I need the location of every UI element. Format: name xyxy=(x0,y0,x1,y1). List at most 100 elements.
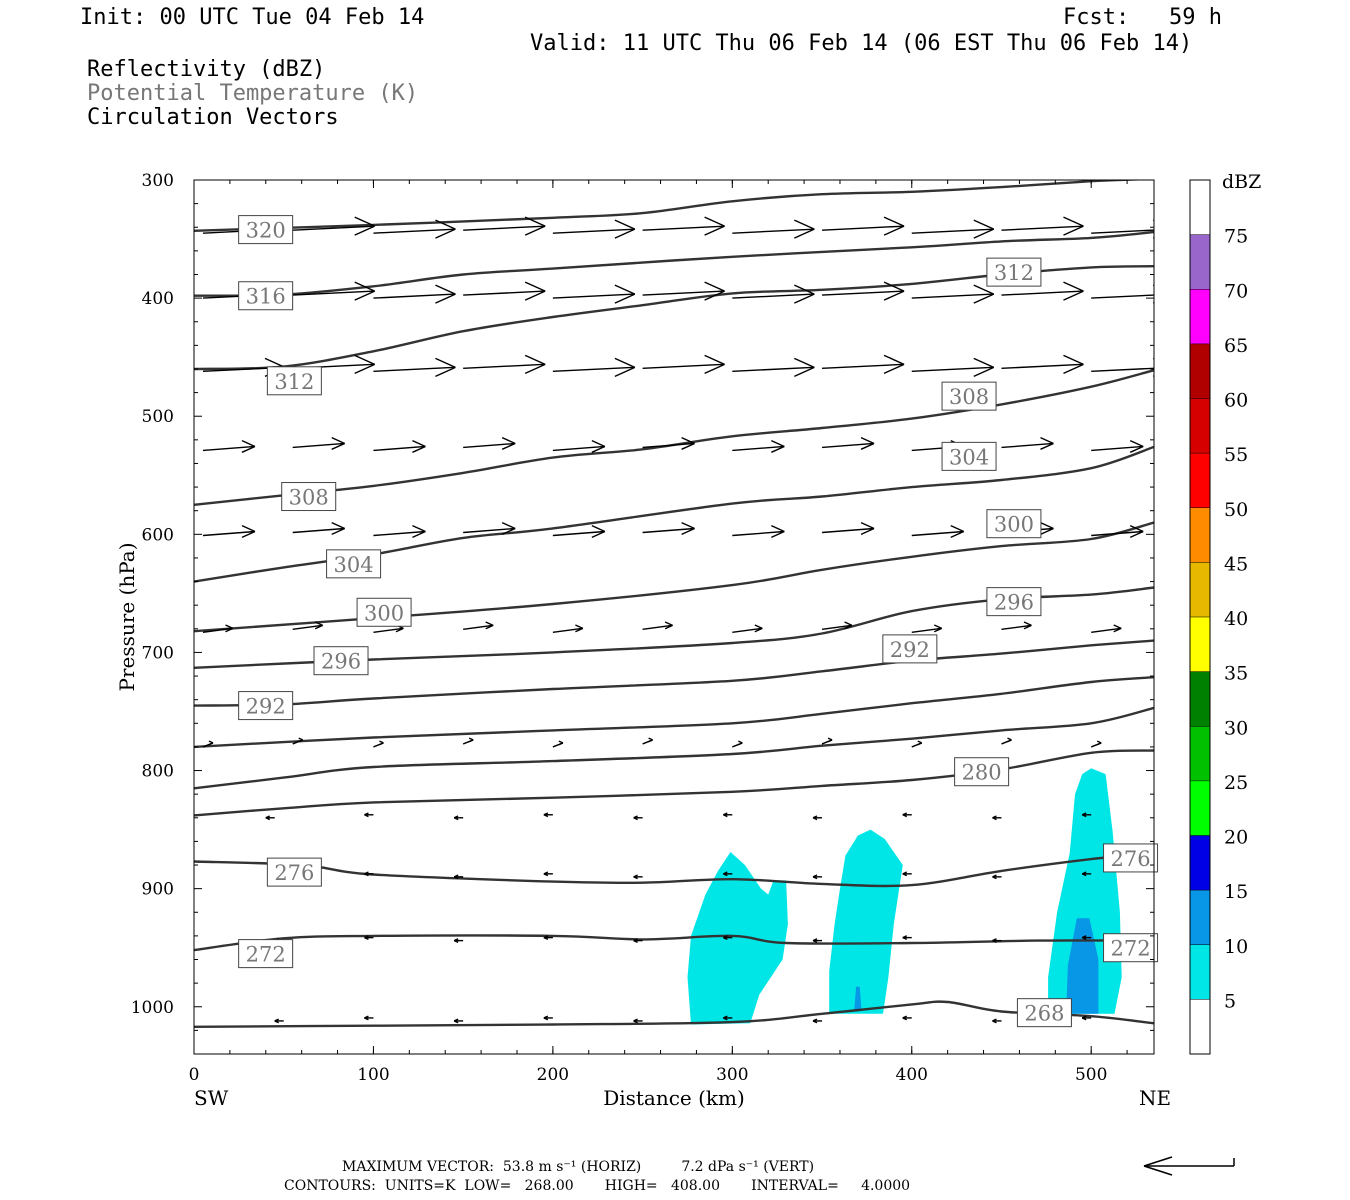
colorbar-swatch xyxy=(1190,944,1210,1000)
theta-contour-276 xyxy=(194,852,1154,888)
contour-label: 296 xyxy=(994,591,1034,615)
reference-vector-arrow xyxy=(1143,1156,1235,1176)
y-tick-label: 300 xyxy=(142,171,174,191)
wind-vector xyxy=(543,935,553,941)
wind-vector xyxy=(462,737,474,745)
wind-vector xyxy=(902,871,912,877)
x-axis-title: Distance (km) xyxy=(603,1086,745,1110)
wind-vector xyxy=(642,216,725,236)
field-reflectivity: Reflectivity (dBZ) xyxy=(87,57,326,82)
sw-end-label: SW xyxy=(194,1086,229,1110)
wind-vector xyxy=(552,284,636,304)
wind-vector xyxy=(633,938,643,944)
wind-vector xyxy=(812,938,823,944)
theta-contour-308 xyxy=(194,369,1154,506)
wind-vector xyxy=(463,522,516,535)
colorbar-label: 30 xyxy=(1224,717,1248,739)
wind-vector xyxy=(911,284,995,304)
reflectivity-region-5dbz xyxy=(687,852,788,1025)
wind-vector xyxy=(364,871,374,877)
wind-vector xyxy=(453,938,464,944)
wind-vector xyxy=(1001,621,1032,631)
contour-label-box xyxy=(313,646,369,676)
wind-vector xyxy=(642,354,725,374)
y-tick-label: 800 xyxy=(142,762,174,782)
wind-vector xyxy=(552,439,606,453)
colorbar-label: 50 xyxy=(1224,499,1248,521)
init-time: Init: 00 UTC Tue 04 Feb 14 xyxy=(80,5,425,30)
wind-vector xyxy=(642,522,695,535)
wind-vector xyxy=(292,281,375,301)
colorbar-swatch xyxy=(1190,453,1210,508)
colorbar-swatch xyxy=(1190,835,1210,891)
wind-vector xyxy=(812,815,823,821)
colorbar-label: 25 xyxy=(1224,772,1248,794)
contour-label-box xyxy=(941,441,997,471)
contour-label-box xyxy=(238,215,294,245)
wind-vector xyxy=(543,871,553,877)
colorbar-swatch xyxy=(1190,398,1210,454)
max-vector-note: MAXIMUM VECTOR: 53.8 m s⁻¹ (HORIZ) 7.2 d… xyxy=(342,1159,815,1175)
wind-vector xyxy=(292,737,303,745)
wind-vector xyxy=(1153,628,1154,630)
wind-vector xyxy=(821,436,875,450)
y-tick-label: 700 xyxy=(142,643,174,663)
wind-vector xyxy=(732,284,815,304)
wind-vector xyxy=(821,522,875,535)
wind-vector xyxy=(463,436,516,450)
reflectivity-region-10dbz xyxy=(1066,918,1099,1014)
colorbar-swatch xyxy=(1190,999,1210,1054)
wind-vector xyxy=(732,439,785,453)
contour-info-note: CONTOURS: UNITS=K LOW= 268.00 HIGH= 408.… xyxy=(284,1178,911,1194)
colorbar-swatch xyxy=(1190,507,1210,563)
contour-label: 316 xyxy=(246,285,286,309)
contour-label-box xyxy=(882,634,938,664)
y-tick-label: 500 xyxy=(142,407,174,427)
wind-vector xyxy=(633,1018,643,1024)
wind-vector xyxy=(202,525,256,538)
wind-vector xyxy=(373,740,384,748)
colorbar-label: 75 xyxy=(1224,226,1248,248)
wind-vector xyxy=(911,624,943,634)
wind-vector xyxy=(732,624,763,634)
y-tick-label: 600 xyxy=(142,525,174,545)
wind-vector xyxy=(373,284,456,304)
colorbar: 5 10 15 20 25 30 35 40 45 50 55 60 65 70 75 dBZ xyxy=(1189,171,1261,1055)
colorbar-swatch xyxy=(1190,343,1210,399)
wind-vector xyxy=(1090,740,1102,748)
colorbar-swatch xyxy=(1190,562,1210,617)
wind-vector xyxy=(911,740,923,748)
wind-vector xyxy=(265,815,275,821)
wind-vector xyxy=(911,357,995,377)
wind-vector xyxy=(202,439,256,453)
wind-vector xyxy=(822,216,905,236)
contour-label: 304 xyxy=(334,553,374,577)
wind-vector xyxy=(723,1015,733,1021)
wind-vector xyxy=(373,439,426,453)
wind-vector xyxy=(911,219,995,239)
contour-label: 308 xyxy=(289,486,329,510)
wind-vector xyxy=(642,621,673,631)
wind-vector xyxy=(202,624,234,634)
wind-vector xyxy=(1001,281,1084,301)
wind-vector xyxy=(732,525,785,538)
wind-vector xyxy=(1081,812,1092,818)
colorbar-label: 55 xyxy=(1224,444,1248,466)
colorbar-label: 45 xyxy=(1224,553,1248,575)
wind-vector xyxy=(1081,935,1092,941)
wind-vector xyxy=(1091,357,1154,377)
wind-vector xyxy=(821,737,833,745)
reflectivity-layer xyxy=(687,768,1122,1025)
colorbar-swatch xyxy=(1190,180,1210,235)
contour-label: 304 xyxy=(949,445,989,469)
wind-vector xyxy=(732,357,815,377)
field-potential-temperature: Potential Temperature (K) xyxy=(87,81,419,106)
colorbar-unit: dBZ xyxy=(1222,171,1261,193)
contour-label: 312 xyxy=(994,261,1034,285)
reflectivity-region-5dbz xyxy=(829,829,903,1014)
colorbar-label: 20 xyxy=(1224,827,1248,849)
plot-frame xyxy=(193,179,1155,1055)
wind-vector xyxy=(1001,354,1084,374)
x-tick-label: 200 xyxy=(537,1065,569,1085)
y-axis-title: Pressure (hPa) xyxy=(115,543,139,692)
